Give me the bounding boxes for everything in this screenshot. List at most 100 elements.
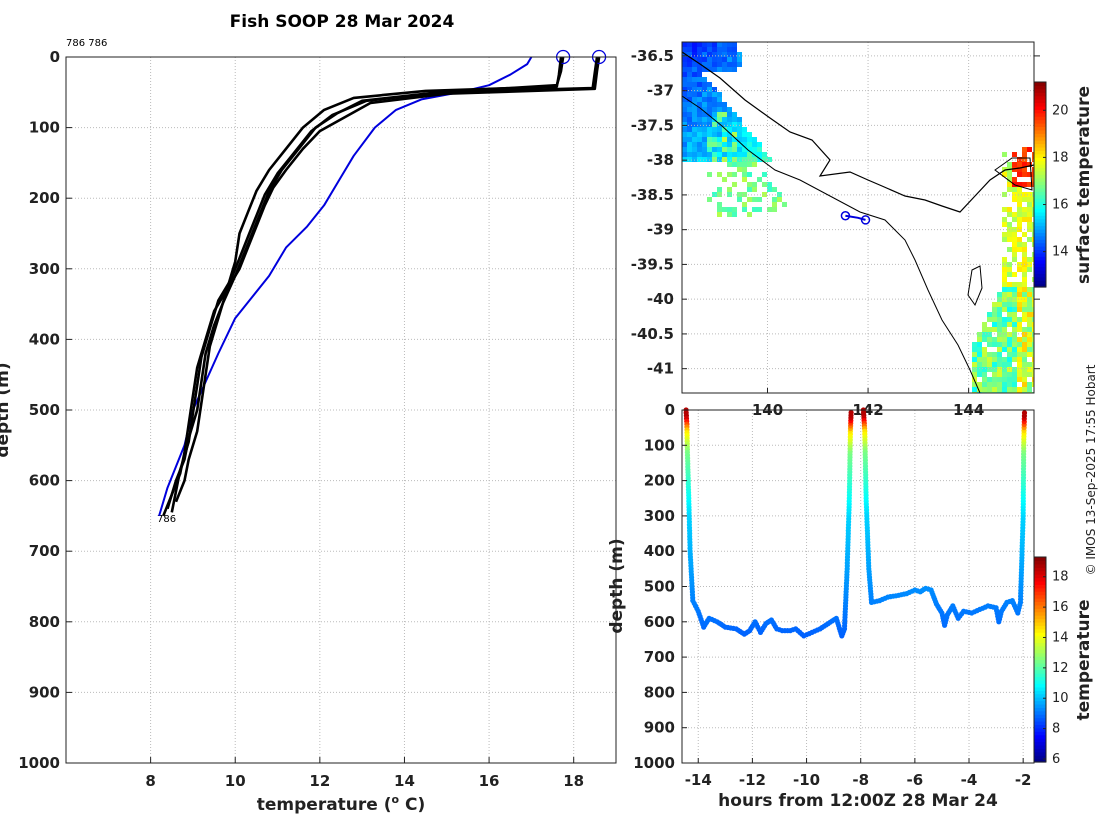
sst-cell [1022,332,1027,337]
sst-cell [1032,357,1034,362]
map-lat-tick-label: -40.5 [631,325,674,343]
sst-cell [757,147,762,152]
colorbar-segment [1034,628,1046,633]
sst-cell [727,67,732,72]
sst-cell [1012,167,1017,172]
sst-cell [1012,162,1017,167]
colorbar-segment [1034,594,1046,599]
sst-cell [1032,157,1034,162]
sst-cell [982,387,987,392]
sst-cell [1027,372,1032,377]
section-y-tick-label: 500 [644,578,675,596]
section-x-tick-label: -6 [907,771,924,789]
sst-cell [742,137,747,142]
sst-cell [757,197,762,202]
sst-cell [682,112,687,117]
sst-cell [712,57,717,62]
sst-cell [722,207,727,212]
sst-cell [1032,302,1034,307]
sst-cell [997,372,1002,377]
sst-cell [682,132,687,137]
sst-cell [1027,217,1032,222]
sst-cell [1032,287,1034,292]
sst-cell [732,117,737,122]
section-y-tick-label: 900 [644,719,675,737]
sst-cell [1032,312,1034,317]
sst-cell [752,187,757,192]
sst-cell [697,112,702,117]
sst-cell [1012,352,1017,357]
colorbar-segment [1034,123,1046,128]
colorbar-segment [1034,136,1046,141]
sst-cell [702,122,707,127]
sst-cell [1012,317,1017,322]
figure-title: Fish SOOP 28 Mar 2024 [230,12,455,32]
sst-cell [692,87,697,92]
colorbar-segment [1034,269,1046,274]
sst-cell [702,77,707,82]
colorbar-segment [1034,639,1046,644]
colorbar-segment [1034,99,1046,104]
sst-cell [1017,247,1022,252]
colorbar-segment [1034,625,1046,630]
sst-cell [697,147,702,152]
sst-cell [752,207,757,212]
sst-cell [742,157,747,162]
sst-cell [987,312,992,317]
sst-cell [972,367,977,372]
sst-cell [1002,317,1007,322]
sst-cell [972,342,977,347]
colorbar-segment [1034,232,1046,237]
sst-cell [767,182,772,187]
colorbar-segment [1034,738,1046,743]
sst-cell [1027,292,1032,297]
profile-y-tick-label: 1000 [18,754,60,772]
colorbar-segment [1034,157,1046,162]
sst-cell [1022,162,1027,167]
sst-cell [1022,272,1027,277]
sst-cell [1032,367,1034,372]
sst-cell [732,42,737,47]
sst-cell [1012,177,1017,182]
sst-cell [1022,217,1027,222]
colorbar-segment [1034,109,1046,114]
sst-cell [1027,197,1032,202]
sst-cell [687,127,692,132]
sst-cell [982,332,987,337]
sst-cell [732,142,737,147]
sst-colorbar: 14 16 18 20 [1033,81,1069,288]
sst-cell [992,317,997,322]
sst-cell [682,157,687,162]
sst-cell [707,102,712,107]
sst-cell [977,367,982,372]
sst-cell [1027,207,1032,212]
sst-cell [1022,307,1027,312]
sst-cell [732,127,737,132]
sst-cell [1012,342,1017,347]
sst-cell [712,112,717,117]
sst-cell [1027,202,1032,207]
sst-cell [687,102,692,107]
climatology-line [158,56,533,517]
sst-cell [727,152,732,157]
colorbar-segment [1034,662,1046,667]
sst-cell [737,62,742,67]
colorbar-segment [1034,570,1046,575]
sst-cell [732,122,737,127]
sst-cell [1002,292,1007,297]
sst-cell [1007,222,1012,227]
sst-cell [707,107,712,112]
sst-cell [742,142,747,147]
colorbar-segment [1034,160,1046,165]
section-y-tick-label: 600 [644,613,675,631]
colorbar-segment [1034,574,1046,579]
sst-cell [682,102,687,107]
sst-cell [1017,227,1022,232]
sst-cell [1032,177,1034,182]
sst-cell [697,137,702,142]
sst-cell [997,362,1002,367]
sst-cell [1027,222,1032,227]
sst-cell [697,157,702,162]
sst-cell [742,207,747,212]
sst-cell [1002,237,1007,242]
